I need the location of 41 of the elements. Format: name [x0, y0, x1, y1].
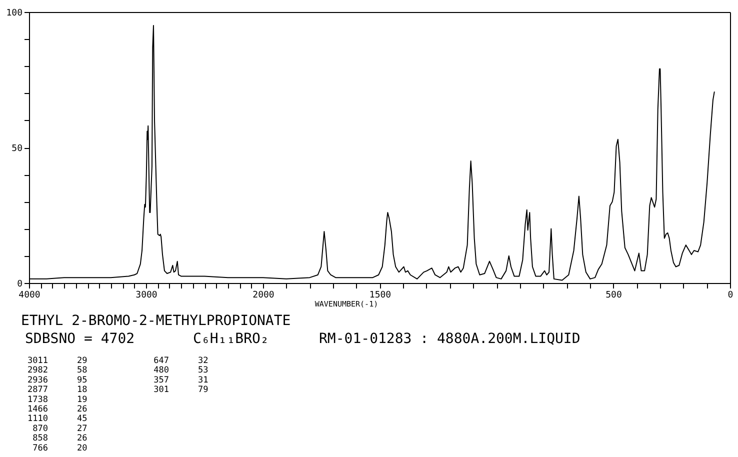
text: 45 — [77, 414, 88, 424]
x-tick-label: 4000 — [18, 290, 40, 300]
text: 27 — [77, 424, 88, 434]
text: 53 — [198, 366, 208, 376]
x-tick-label: 2000 — [252, 290, 274, 300]
text: 58 — [77, 366, 88, 376]
text: 26 — [77, 434, 88, 444]
text: 480 — [154, 366, 169, 376]
y-tick-label: 0 — [17, 280, 22, 290]
text: 301 — [154, 385, 169, 396]
text: 20 — [77, 443, 88, 454]
text: 1738 — [28, 394, 48, 405]
x-tick-label: 0 — [728, 290, 734, 300]
x-tick-label: 3000 — [136, 290, 158, 300]
text: 647 — [154, 356, 169, 366]
text: C₆H₁₁BRO₂ — [193, 331, 269, 347]
text: 29 — [77, 356, 88, 366]
text: 31 — [198, 375, 208, 386]
text: SDBSNO = 4702 — [25, 331, 135, 347]
text: 95 — [77, 375, 88, 386]
text: 32 — [198, 356, 208, 366]
text: 870 — [32, 424, 48, 434]
text: 1110 — [28, 414, 48, 424]
text: 2936 — [28, 375, 48, 386]
text: 19 — [77, 394, 88, 405]
x-tick-label: 500 — [606, 290, 622, 300]
text: 858 — [32, 434, 48, 444]
text: 2877 — [28, 385, 48, 396]
text: 357 — [154, 375, 169, 386]
y-tick-label: 100 — [6, 8, 22, 18]
text: 79 — [198, 385, 208, 396]
text: ETHYL 2-BROMO-2-METHYLPROPIONATE — [21, 313, 291, 329]
y-tick-label: 50 — [12, 144, 22, 154]
text: 766 — [32, 443, 48, 454]
text: 2982 — [28, 366, 48, 376]
text: RM-01-01283 : 4880A.200M.LIQUID — [319, 331, 580, 347]
text: 18 — [77, 385, 88, 396]
text: 1466 — [28, 404, 48, 414]
text: 26 — [77, 404, 88, 414]
x-tick-label: 1500 — [369, 290, 392, 300]
text: 3011 — [28, 356, 48, 366]
